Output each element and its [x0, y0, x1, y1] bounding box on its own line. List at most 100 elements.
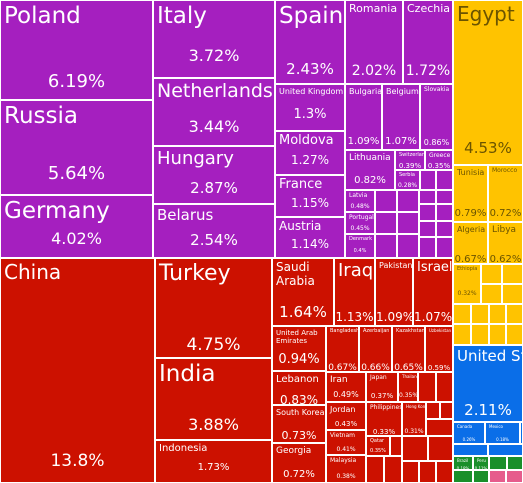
tile-value: 0.59% [427, 364, 451, 372]
tile-value: 1.07% [385, 136, 417, 147]
tile-value: 4.02% [51, 229, 102, 248]
treemap-filler-tile [402, 436, 428, 461]
tile-label: China [4, 260, 62, 284]
tile-value: 0.18% [496, 437, 509, 442]
tile-label: Lithuania [349, 153, 391, 163]
tile-georgia: Georgia 0.72% [272, 443, 326, 483]
treemap-filler-tile [502, 264, 523, 284]
tile-value: 0.73% [281, 429, 317, 442]
tile-label: Czechia [407, 2, 451, 15]
tile-label: Denmark [349, 236, 372, 242]
tile-slovakia: Slovakia 0.86% [420, 84, 453, 150]
treemap-filler-tile [384, 456, 402, 483]
tile-value: 1.14% [290, 237, 330, 251]
tile-value: 0.48% [350, 203, 370, 210]
tile-label: Jordan [330, 405, 356, 414]
tile-label: Morocco [492, 167, 518, 174]
tile-label: Azerbaijan [363, 328, 390, 334]
tile-label: Italy [157, 3, 207, 29]
tile-label: Vietnam [330, 432, 356, 439]
tile-label: Iraq [338, 260, 374, 281]
tile-label: Philippines [370, 404, 402, 411]
tile-value: 1.09% [347, 136, 380, 147]
tile-mexico: Mexico 0.18% [485, 422, 520, 444]
treemap-filler-tile [481, 264, 502, 284]
tile-label: Russia [4, 103, 78, 129]
tile-value: 6.19% [47, 71, 106, 92]
tile-value: 0.4% [353, 248, 367, 254]
tile-algeria: Algeria 0.67% [453, 222, 488, 264]
treemap-filler-tile [506, 304, 523, 324]
tile-label: Israel [417, 260, 453, 275]
tile-label: Iran [330, 375, 348, 385]
tile-south-korea: South Korea 0.73% [272, 405, 326, 443]
tile-hong-kong: Hong Kong 0.31% [402, 402, 426, 436]
tile-value: 0.35% [427, 162, 451, 170]
treemap-filler-tile [397, 190, 419, 212]
tile-label: Belgium [386, 87, 419, 96]
treemap-filler-tile [366, 456, 384, 483]
tile-label: South Korea [276, 408, 325, 417]
tile-label: Romania [349, 2, 398, 15]
treemap-filler-tile [507, 456, 523, 470]
treemap-filler-tile [471, 304, 489, 324]
treemap-filler-tile [489, 456, 507, 470]
tile-value: 1.73% [197, 462, 230, 473]
treemap-filler-tile [419, 237, 436, 258]
treemap-filler-tile [397, 212, 419, 234]
tile-value: 4.53% [464, 139, 512, 157]
tile-value: 13.8% [50, 451, 105, 471]
tile-latvia: Latvia 0.48% [345, 190, 375, 212]
tile-value: 0.39% [398, 162, 422, 170]
tile-value: 2.87% [190, 179, 238, 197]
treemap-filler-tile [436, 221, 453, 237]
tile-label: United Arab Emirates [276, 329, 318, 346]
treemap-filler-tile [375, 190, 397, 212]
tile-label: Thailand [402, 374, 418, 379]
tile-value: 2.02% [351, 63, 397, 79]
tile-value: 0.31% [404, 428, 424, 435]
treemap-filler-tile [419, 190, 436, 204]
tile-value: 0.67% [454, 254, 487, 264]
treemap-filler-tile [419, 221, 436, 237]
tile-value: 0.28% [397, 182, 418, 189]
tile-label: Indonesia [159, 443, 208, 454]
tile-value: 0.65% [394, 363, 423, 372]
tile-label: Spain [279, 3, 344, 29]
treemap-filler-tile [488, 444, 523, 456]
tile-value: 1.15% [290, 196, 330, 210]
treemap-filler-tile [489, 324, 506, 345]
treemap-filler-tile [436, 190, 453, 204]
tile-lebanon: Lebanon 0.83% [272, 371, 326, 405]
tile-label: Moldova [279, 133, 334, 148]
tile-value: 2.11% [464, 401, 512, 419]
tile-saudi-arabia: Saudi Arabia 1.64% [272, 258, 334, 326]
tile-value: 0.32% [457, 290, 477, 297]
tile-united-kingdom: United Kingdom 1.3% [275, 84, 345, 131]
tile-value: 2.43% [286, 60, 334, 78]
tile-label: Greece [429, 152, 451, 159]
tile-turkey: Turkey 4.75% [155, 258, 272, 358]
tile-united-arab-emirates: United Arab Emirates 0.94% [272, 326, 326, 371]
tile-libya: Libya 0.62% [488, 222, 523, 264]
tile-tunisia: Tunisia 0.79% [453, 165, 488, 222]
tile-label: Peru [477, 458, 486, 463]
tile-philippines: Philippines 0.33% [366, 402, 402, 436]
tile-label: Libya [492, 225, 517, 235]
tile-portugal: Portugal 0.45% [345, 212, 375, 234]
tile-germany: Germany 4.02% [0, 195, 153, 258]
tile-label: Turkey [159, 261, 231, 286]
tile-ethiopia: Ethiopia 0.32% [453, 264, 481, 304]
tile-value: 3.72% [188, 46, 240, 65]
tile-label: Hong Kong [406, 404, 426, 409]
tile-value: 1.72% [405, 63, 451, 79]
tile-spain: Spain 2.43% [275, 0, 345, 84]
tile-uzbekistan: Uzbekistan 0.59% [425, 326, 453, 372]
tile-value: 0.94% [278, 352, 320, 367]
tile-value: 0.26% [462, 437, 476, 442]
tile-label: Portugal [349, 214, 374, 221]
tile-label: Germany [4, 198, 110, 224]
tile-label: Egypt [457, 2, 515, 26]
tile-value: 0.79% [454, 208, 487, 219]
tile-value: 0.49% [333, 390, 359, 399]
